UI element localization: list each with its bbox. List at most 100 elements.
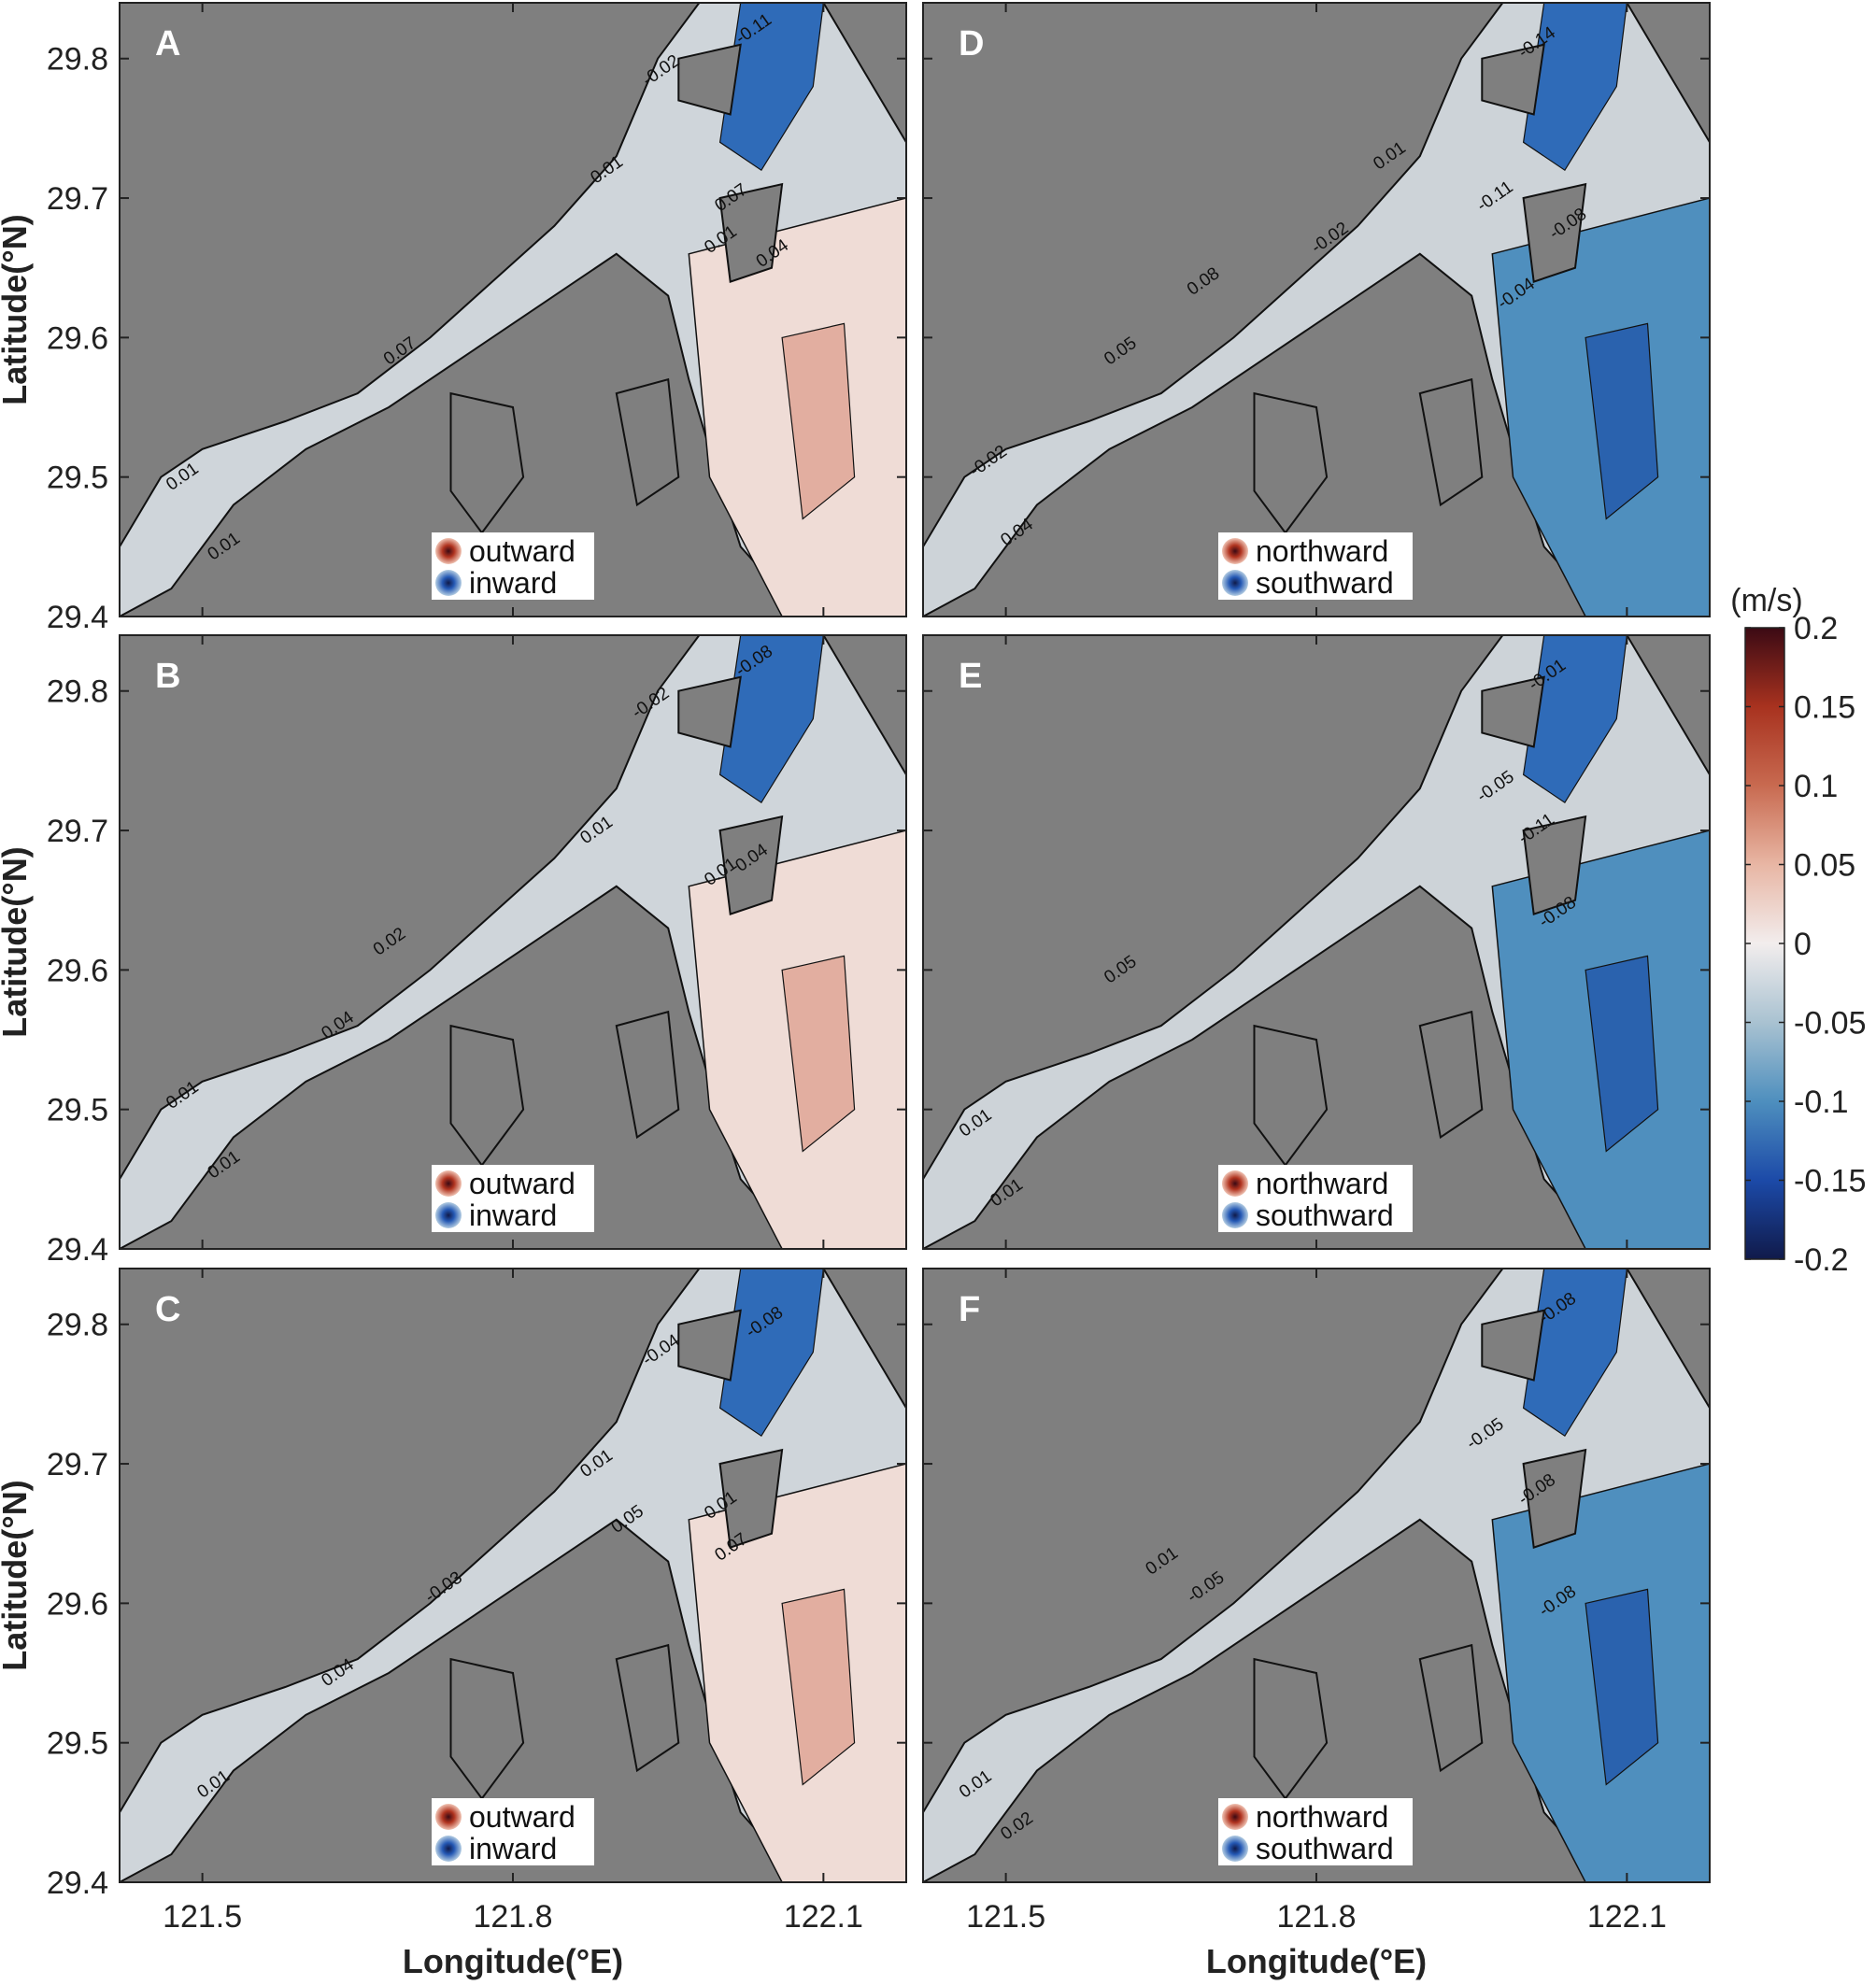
panel-e: -0.01-0.05-0.11-0.080.050.010.01Enorthwa… xyxy=(922,634,1711,1250)
island xyxy=(615,1643,680,1773)
island xyxy=(1626,3,1710,145)
panel-letter: E xyxy=(959,657,982,696)
panels-layer: -0.11-0.020.010.070.01 0.040.070.010.01A 2… xyxy=(47,2,1711,1935)
water-body xyxy=(120,1269,906,1882)
legend-marker-positive xyxy=(1222,538,1248,564)
island xyxy=(615,377,680,507)
island xyxy=(1481,675,1545,748)
island xyxy=(677,43,742,116)
colorbar-tick-label: -0.15 xyxy=(1794,1164,1867,1199)
panel-letter: F xyxy=(959,1290,980,1329)
colorbar-unit: (m/s) xyxy=(1730,583,1802,618)
x-tick-label: 122.1 xyxy=(784,1899,863,1935)
island xyxy=(1522,1448,1587,1549)
y-tick-label: 29.6 xyxy=(47,1586,108,1622)
island xyxy=(1418,1643,1484,1773)
colorbar-gradient xyxy=(1744,627,1785,1260)
island xyxy=(677,1309,742,1382)
legend-box xyxy=(1218,532,1413,600)
y-tick-label: 29.5 xyxy=(47,1726,108,1762)
north-channel-field xyxy=(718,635,825,804)
island xyxy=(1481,43,1545,116)
legend-label-negative: southward xyxy=(1256,566,1394,600)
panel-c: -0.08-0.040.010.05 0.010.07-0.030.040.01C… xyxy=(47,1268,907,1935)
island xyxy=(615,1010,680,1140)
legend-label-negative: southward xyxy=(1256,1832,1394,1865)
y-tick-label: 29.6 xyxy=(47,320,108,356)
island xyxy=(1418,1010,1484,1140)
legend-label-positive: northward xyxy=(1256,1800,1388,1834)
legend-label-positive: northward xyxy=(1256,534,1388,568)
island xyxy=(1522,815,1587,915)
colorbar: (m/s)0.2 0.15 0.1 0.05 0 -0.05 -0.1 -0.15 -0.2 xyxy=(1730,583,1866,1278)
panel-letter: D xyxy=(959,24,984,64)
x-tick-label: 121.8 xyxy=(473,1899,552,1935)
legend-label-negative: inward xyxy=(469,566,557,600)
island xyxy=(718,182,784,283)
legend-marker-positive xyxy=(1222,1804,1248,1830)
legend-marker-positive xyxy=(435,538,462,564)
colorbar-tick-label: 0.2 xyxy=(1794,611,1838,646)
x-tick-label: 121.5 xyxy=(163,1899,242,1935)
y-tick-label: 29.6 xyxy=(47,953,108,988)
map-content: -0.08-0.040.010.05 0.010.07-0.030.040.01 xyxy=(120,1269,906,1882)
map-content: -0.11-0.020.010.070.01 0.040.070.010.01 xyxy=(120,3,906,617)
x-tick-label: 122.1 xyxy=(1587,1899,1667,1935)
water-body xyxy=(120,3,906,617)
map-content: -0.08-0.05-0.08-0.080.01-0.050.010.02 xyxy=(923,1269,1710,1882)
x-tick-label: 121.8 xyxy=(1276,1899,1356,1935)
map-content: -0.08-0.020.010.010.040.020.040.010.01 xyxy=(120,635,906,1249)
y-tick-label: 29.8 xyxy=(47,674,108,710)
island xyxy=(1626,1269,1710,1411)
panel-a: -0.11-0.020.010.070.01 0.040.070.010.01A 2… xyxy=(47,2,907,635)
island xyxy=(449,391,525,535)
panel-letter: C xyxy=(155,1290,180,1329)
north-channel-field xyxy=(1522,635,1628,804)
legend-marker-negative xyxy=(1222,570,1248,596)
island xyxy=(718,815,784,915)
island xyxy=(449,1657,525,1801)
island xyxy=(718,1448,784,1549)
legend-marker-positive xyxy=(435,1804,462,1830)
legend-label-negative: inward xyxy=(469,1832,557,1865)
legend-marker-negative xyxy=(435,1836,462,1862)
water-body xyxy=(120,635,906,1249)
legend-label-positive: northward xyxy=(1256,1167,1388,1200)
panel-letter: A xyxy=(155,24,180,64)
y-tick-label: 29.5 xyxy=(47,1093,108,1128)
panel-d: -0.140.01-0.11-0.08-0.020.08 -0.040.05-0.… xyxy=(922,2,1711,617)
water-body xyxy=(923,1269,1710,1882)
panel-f: -0.08-0.05-0.08-0.080.01-0.050.010.02F 12… xyxy=(922,1268,1711,1935)
y-tick-label: 29.5 xyxy=(47,461,108,496)
y-tick-label: 29.8 xyxy=(47,42,108,78)
colorbar-tick-label: -0.1 xyxy=(1794,1085,1849,1120)
map-content: -0.01-0.05-0.11-0.080.050.010.01 xyxy=(923,635,1710,1249)
legend-label-negative: southward xyxy=(1256,1198,1394,1232)
island xyxy=(1418,377,1484,507)
colorbar-tick-label: 0.05 xyxy=(1794,848,1855,884)
water-body xyxy=(923,635,1710,1249)
water-body xyxy=(923,3,1710,617)
offshore-core xyxy=(781,322,856,520)
x-tick-label: 121.5 xyxy=(966,1899,1045,1935)
legend-box xyxy=(1218,1798,1413,1865)
north-channel-field xyxy=(718,1269,825,1438)
north-channel-field xyxy=(1522,3,1628,172)
legend-marker-positive xyxy=(435,1170,462,1197)
island xyxy=(1253,1657,1329,1801)
colorbar-tick-label: -0.05 xyxy=(1794,1006,1867,1042)
y-axis-title: Latitude(°N) xyxy=(0,214,34,404)
legend-marker-negative xyxy=(1222,1202,1248,1228)
island xyxy=(822,635,906,777)
island xyxy=(677,675,742,748)
offshore-core xyxy=(1585,955,1659,1153)
y-tick-label: 29.7 xyxy=(47,814,108,849)
colorbar-tick-label: 0.15 xyxy=(1794,690,1855,726)
legend-marker-negative xyxy=(435,1202,462,1228)
offshore-core xyxy=(1585,322,1659,520)
legend-marker-positive xyxy=(1222,1170,1248,1197)
y-axis-title: Latitude(°N) xyxy=(0,1480,34,1670)
